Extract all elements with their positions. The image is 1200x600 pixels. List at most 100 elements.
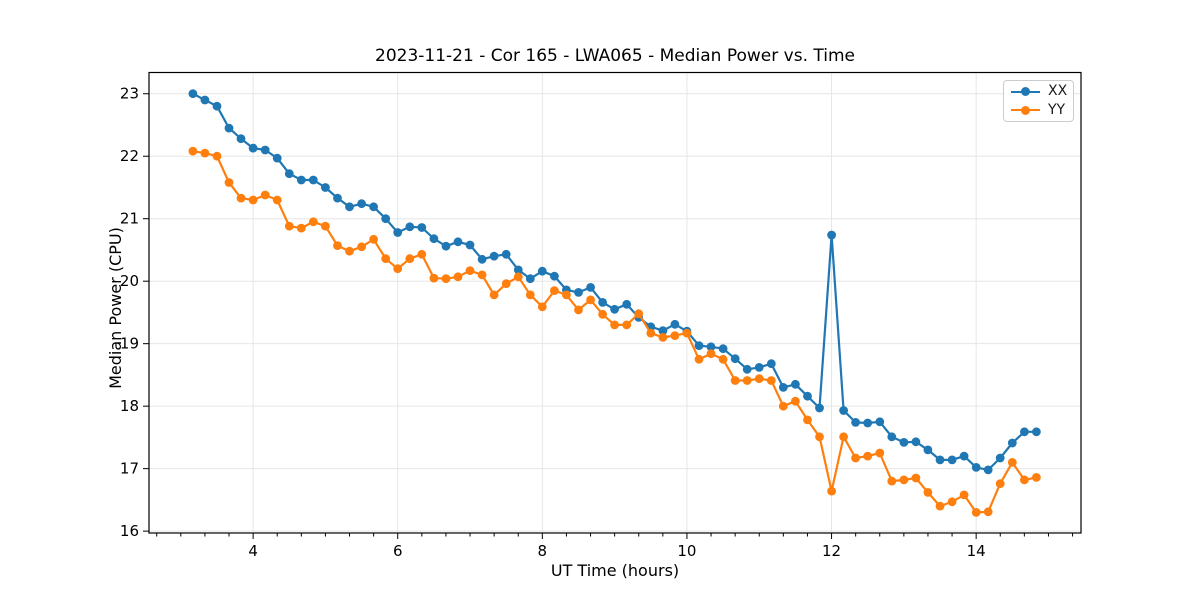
data-point-xx	[272, 153, 282, 163]
series-xx	[188, 89, 1041, 475]
data-point-yy	[562, 290, 571, 300]
data-point-yy	[550, 286, 559, 295]
y-tick-label: 21	[120, 210, 139, 228]
data-point-yy	[501, 279, 511, 289]
data-point-xx	[525, 274, 535, 284]
data-point-yy	[803, 415, 812, 425]
data-point-xx	[333, 193, 342, 203]
data-point-yy	[1020, 475, 1029, 485]
y-tick-label: 19	[120, 335, 139, 353]
y-tick-label: 20	[120, 272, 139, 290]
data-point-xx	[501, 249, 511, 259]
data-point-xx	[598, 298, 607, 307]
legend-item-xx: XX	[1011, 84, 1073, 99]
data-point-xx	[188, 89, 198, 99]
data-point-xx	[899, 438, 909, 447]
data-point-yy	[622, 320, 632, 330]
x-tick-label: 6	[393, 542, 403, 560]
chart-title: 2023-11-21 - Cor 165 - LWA065 - Median P…	[375, 46, 855, 66]
data-point-yy	[791, 396, 800, 406]
data-point-yy	[947, 497, 957, 507]
data-point-xx	[839, 406, 848, 415]
data-point-xx	[706, 342, 716, 352]
data-point-yy	[369, 234, 378, 244]
data-point-yy	[212, 151, 222, 161]
data-point-xx	[417, 223, 427, 232]
data-point-yy	[887, 476, 897, 486]
data-point-yy	[224, 178, 234, 187]
data-point-yy	[308, 217, 318, 227]
legend-label-yy: YY	[1048, 101, 1066, 118]
tick-labels: 4 6 8 10 12 14 16 17 18 19 20 21 22 23	[120, 85, 986, 560]
data-point-yy	[429, 273, 439, 283]
data-point-yy	[321, 221, 330, 231]
data-point-yy	[959, 490, 969, 500]
data-point-yy	[778, 401, 788, 411]
data-point-yy	[839, 432, 848, 442]
data-point-xx	[778, 383, 788, 392]
data-point-xx	[393, 228, 403, 237]
data-point-xx	[658, 326, 668, 335]
data-point-xx	[911, 437, 921, 447]
x-tick-label: 8	[538, 542, 548, 560]
data-point-xx	[441, 241, 451, 251]
data-point-yy	[742, 376, 752, 385]
data-point-xx	[887, 432, 897, 442]
data-point-xx	[260, 145, 270, 155]
data-point-yy	[525, 290, 535, 300]
series-yy-line	[192, 150, 1037, 514]
data-point-yy	[1007, 458, 1017, 467]
data-point-xx	[321, 183, 330, 192]
y-tick-label: 17	[120, 460, 139, 478]
data-point-yy	[730, 376, 740, 385]
data-point-xx	[766, 359, 776, 369]
data-point-xx	[381, 214, 391, 224]
data-point-xx	[453, 237, 463, 247]
data-point-xx	[610, 304, 619, 314]
data-point-xx	[586, 283, 595, 292]
data-point-yy	[646, 328, 656, 338]
data-point-xx	[429, 234, 439, 244]
data-point-xx	[248, 143, 258, 153]
data-point-yy	[899, 475, 909, 485]
data-point-xx	[694, 341, 704, 350]
data-point-xx	[923, 445, 933, 455]
data-point-yy	[453, 272, 463, 282]
data-point-yy	[357, 242, 366, 252]
data-point-xx	[622, 299, 632, 309]
data-point-xx	[1007, 438, 1017, 448]
data-point-yy	[272, 195, 282, 205]
data-point-xx	[803, 391, 812, 401]
data-point-xx	[284, 169, 294, 179]
x-tick-label: 10	[677, 542, 696, 560]
data-point-xx	[1032, 427, 1041, 437]
data-point-xx	[875, 417, 885, 427]
data-point-yy	[260, 190, 270, 200]
data-point-xx	[1020, 427, 1029, 437]
data-point-yy	[658, 333, 668, 342]
data-point-xx	[995, 453, 1005, 463]
data-point-yy	[489, 290, 499, 300]
data-point-yy	[296, 223, 306, 233]
data-point-yy	[586, 295, 595, 305]
data-point-xx	[550, 271, 559, 281]
data-point-yy	[911, 473, 921, 483]
data-point-yy	[393, 264, 403, 274]
data-point-yy	[634, 309, 644, 319]
data-point-xx	[405, 222, 415, 232]
data-point-yy	[983, 507, 993, 517]
data-point-yy	[574, 305, 583, 315]
data-point-xx	[574, 288, 583, 297]
data-point-yy	[935, 501, 945, 511]
data-point-yy	[417, 249, 427, 259]
data-point-xx	[815, 403, 824, 413]
legend-line-sample-yy	[1011, 105, 1040, 115]
data-point-yy	[537, 302, 547, 312]
legend: XX YY	[1003, 80, 1074, 122]
data-point-yy	[682, 328, 692, 338]
data-point-xx	[308, 175, 318, 185]
data-point-xx	[513, 265, 523, 275]
y-axis-label: Median Power (CPU)	[106, 227, 125, 389]
data-point-yy	[863, 451, 873, 461]
